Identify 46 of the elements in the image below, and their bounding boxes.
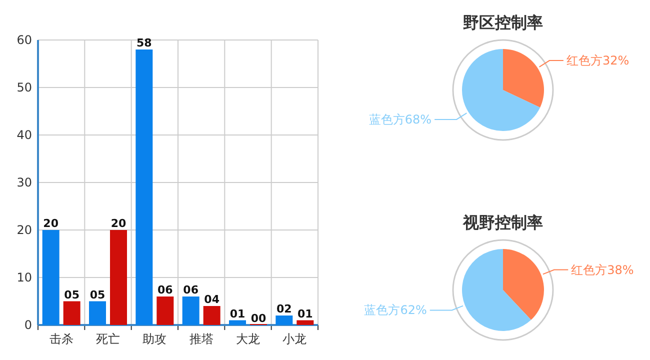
data-label: 02	[276, 302, 292, 316]
chart-title: 视野控制率	[462, 213, 543, 232]
y-tick-label: 20	[16, 223, 32, 237]
bar	[136, 50, 153, 325]
pie-slice	[462, 249, 532, 331]
x-tick-label: 大龙	[236, 332, 260, 346]
data-label: 01	[230, 307, 246, 320]
data-label: 05	[64, 288, 80, 302]
y-tick-label: 10	[16, 270, 32, 284]
x-tick-label: 击杀	[49, 332, 74, 346]
slice-label: 蓝色方62%	[364, 303, 427, 318]
x-tick-label: 死亡	[96, 332, 120, 346]
x-tick-label: 推塔	[189, 332, 214, 346]
bar	[276, 316, 293, 325]
pie-slice	[503, 249, 544, 320]
bar	[229, 320, 246, 325]
slice-label: 蓝色方68%	[368, 112, 432, 126]
bar	[296, 320, 314, 325]
bar	[110, 230, 127, 325]
x-tick-label: 小龙	[282, 332, 307, 346]
bar	[156, 296, 174, 325]
data-label: 00	[250, 312, 266, 325]
data-label: 04	[204, 293, 220, 306]
bar	[63, 301, 80, 325]
pie-slice	[462, 49, 540, 131]
y-tick-label: 60	[16, 33, 32, 47]
data-label: 58	[136, 36, 152, 50]
slice-label: 红色方38%	[571, 262, 634, 277]
data-label: 06	[183, 284, 199, 296]
bar	[182, 296, 200, 325]
y-tick-label: 0	[24, 318, 32, 332]
y-tick-label: 30	[16, 176, 32, 190]
data-label: 20	[110, 217, 126, 230]
pie-slice	[503, 49, 544, 108]
data-label: 06	[158, 284, 174, 296]
chart-title: 野区控制率	[463, 13, 543, 32]
y-tick-label: 50	[16, 80, 32, 94]
data-label: 20	[43, 217, 59, 230]
y-tick-label: 40	[16, 128, 32, 142]
data-label: 01	[298, 307, 313, 320]
slice-label: 红色方32%	[566, 54, 630, 68]
bar	[42, 230, 60, 325]
bar	[89, 301, 106, 325]
data-label: 05	[90, 288, 106, 302]
x-tick-label: 助攻	[142, 332, 167, 346]
bar	[203, 306, 220, 325]
